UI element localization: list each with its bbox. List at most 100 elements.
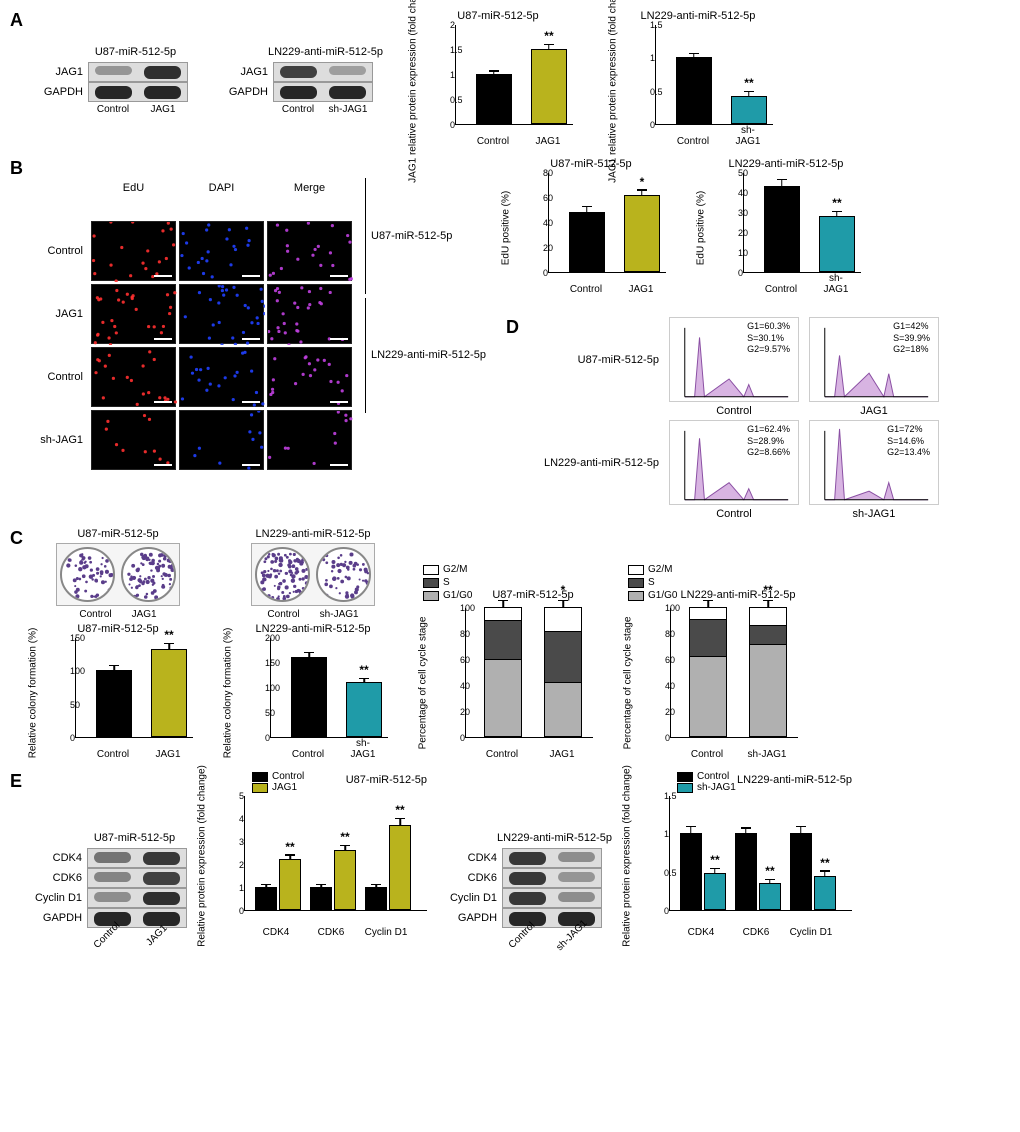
legend-label: Control — [697, 771, 729, 782]
flow-col-label: Control — [669, 508, 799, 520]
panel-label-c: C — [10, 528, 23, 549]
legend-swatch — [423, 565, 439, 575]
panel-label-d: D — [506, 317, 519, 338]
micro-image — [91, 347, 176, 407]
colony-well — [255, 547, 310, 602]
blot-row-label: JAG1 — [33, 66, 83, 78]
colony-well — [60, 547, 115, 602]
error-bar — [745, 829, 747, 834]
bar-chart-a2: LN229-anti-miR-512-5p00.511.5JAG1 relati… — [613, 10, 783, 150]
sig-marker: ** — [744, 76, 753, 90]
micro-col-hdr: DAPI — [179, 182, 264, 194]
bar — [624, 195, 660, 273]
micro-row-label: JAG1 — [33, 308, 88, 320]
blot-row: JAG1 — [33, 62, 188, 82]
x-category: Control — [570, 284, 602, 295]
seg-s — [750, 625, 786, 644]
chart-title: U87-miR-512-5p — [346, 774, 427, 786]
x-category: Control — [477, 136, 509, 147]
error-cap — [820, 870, 830, 872]
seg-g2 — [690, 608, 726, 619]
legend-swatch — [628, 565, 644, 575]
error-cap — [316, 884, 326, 886]
micro-row-label: Control — [33, 245, 88, 257]
chart-title: LN229-anti-miR-512-5p — [737, 774, 852, 786]
blot-row: Cyclin D1 — [32, 888, 187, 908]
seg-g1 — [750, 644, 786, 736]
x-category: sh-JAG1 — [346, 738, 381, 760]
blot-row-label: Cyclin D1 — [32, 892, 82, 904]
panel-d: D U87-miR-512-5p G1=60.3%S=30.1%G2=9.57%… — [506, 317, 939, 520]
well-label: sh-JAG1 — [320, 609, 359, 620]
sig-marker: ** — [710, 853, 719, 867]
micro-image — [179, 221, 264, 281]
x-category: sh-JAG1 — [748, 749, 787, 760]
stacked-chart-d1: U87-miR-512-5p020406080100Percentage of … — [423, 603, 603, 763]
colony-title: U87-miR-512-5p — [77, 528, 158, 540]
error-bar — [320, 885, 322, 887]
micro-image — [267, 284, 352, 344]
chart-legend: Controlsh-JAG1 — [677, 771, 736, 793]
flow-histogram: G1=60.3%S=30.1%G2=9.57% — [669, 317, 799, 402]
legend-swatch — [628, 591, 644, 601]
chart-title: LN229-anti-miR-512-5p — [228, 623, 398, 635]
bar — [291, 657, 327, 737]
error-bar — [399, 819, 401, 825]
legend-item: G2/M — [628, 564, 808, 575]
chart-legend: ControlJAG1 — [252, 771, 304, 793]
legend-swatch — [677, 772, 693, 782]
chart-title: U87-miR-512-5p — [506, 158, 676, 170]
sig-marker: ** — [285, 840, 294, 854]
blot-title: LN229-anti-miR-512-5p — [497, 832, 612, 844]
stacked-bar — [544, 607, 582, 737]
error-cap — [359, 678, 369, 680]
blot-lane — [88, 82, 188, 102]
stacked-bar — [484, 607, 522, 737]
error-bar — [344, 846, 346, 850]
bar — [151, 649, 187, 737]
flow-col-label: sh-JAG1 — [809, 508, 939, 520]
legend-swatch — [252, 783, 268, 793]
error-bar — [714, 869, 716, 873]
panel-c-d-row: C U87-miR-512-5p ControlJAG1 U87-miR-512… — [10, 528, 1010, 763]
blot-col-label: Control — [88, 104, 138, 115]
seg-g1 — [690, 656, 726, 736]
chart-title: U87-miR-512-5p — [463, 589, 603, 601]
scale-bar — [330, 338, 348, 340]
x-category: sh-JAG1 — [818, 273, 853, 295]
blot-lane — [502, 888, 602, 908]
blot-row: GAPDH — [218, 82, 383, 102]
blot-row: CDK6 — [32, 868, 187, 888]
error-bar — [836, 212, 838, 216]
plot-area: ****** — [244, 796, 427, 911]
bar — [735, 833, 757, 910]
blot-row-label: GAPDH — [32, 912, 82, 924]
bar — [814, 876, 836, 911]
bar — [790, 833, 812, 910]
blot-lane — [502, 868, 602, 888]
bar — [764, 186, 800, 272]
sig-marker: ** — [395, 803, 404, 817]
legend-label: S — [648, 577, 655, 588]
bar — [334, 850, 356, 910]
panel-a: A U87-miR-512-5p JAG1GAPDH ControlJAG1 L… — [10, 10, 1010, 150]
well-label: Control — [267, 609, 299, 620]
scale-bar — [330, 275, 348, 277]
micro-image — [267, 410, 352, 470]
scale-bar — [242, 464, 260, 466]
bar — [704, 873, 726, 910]
legend-swatch — [628, 578, 644, 588]
micro-image — [267, 221, 352, 281]
flow-col-label: Control — [669, 405, 799, 417]
plot-area: ** — [655, 25, 773, 125]
error-cap — [777, 179, 787, 181]
legend-label: sh-JAG1 — [697, 782, 736, 793]
error-bar — [493, 72, 495, 75]
error-cap — [765, 879, 775, 881]
sig-marker: ** — [763, 583, 772, 597]
figure-root: A U87-miR-512-5p JAG1GAPDH ControlJAG1 L… — [10, 10, 1010, 941]
blot-title: U87-miR-512-5p — [83, 46, 188, 58]
error-cap — [558, 600, 568, 602]
flow-stats: G1=62.4%S=28.9%G2=8.66% — [747, 424, 790, 459]
micro-image — [91, 410, 176, 470]
